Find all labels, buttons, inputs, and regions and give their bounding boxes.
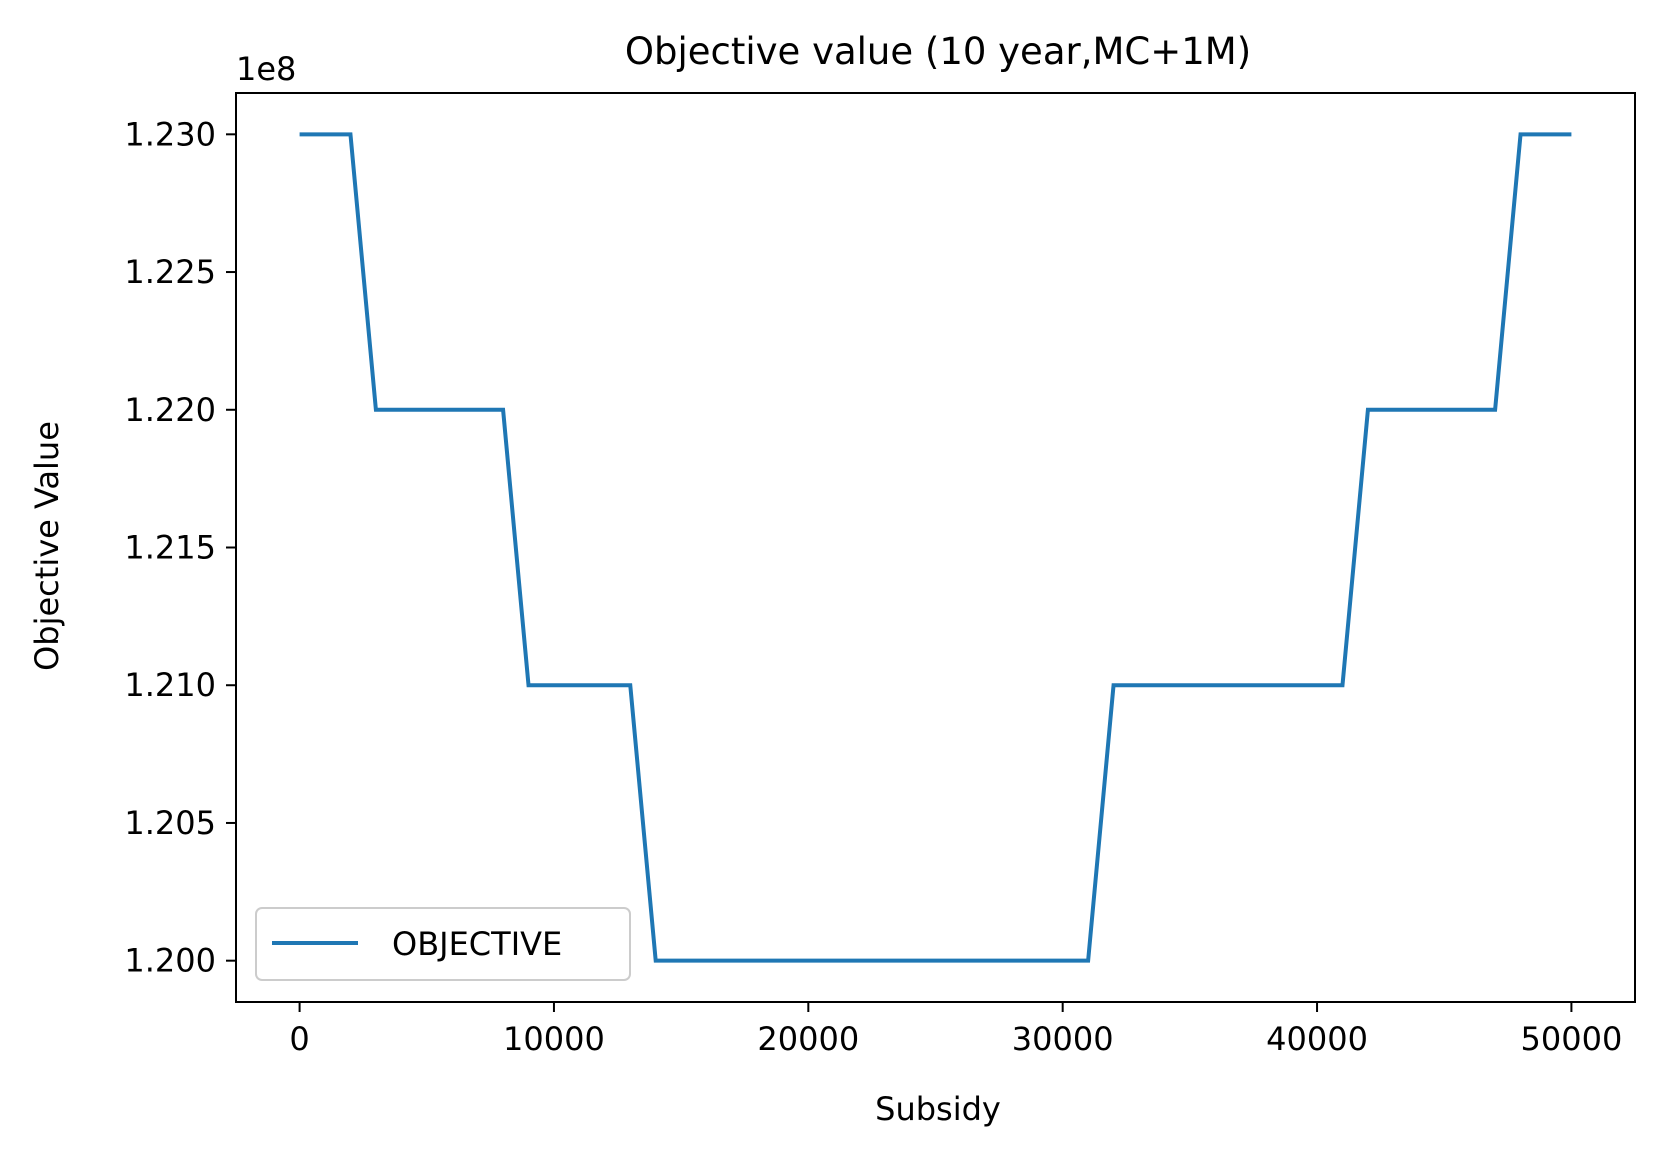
series-layer: [299, 132, 1572, 963]
x-tick-label: 0: [289, 1020, 309, 1058]
y-tick-label: 1.220: [124, 391, 216, 429]
legend-label-objective: OBJECTIVE: [392, 925, 562, 963]
x-tick-label: 20000: [757, 1020, 859, 1058]
y-axis-label: Objective Value: [28, 421, 66, 671]
x-tick-label: 50000: [1521, 1020, 1623, 1058]
x-tick-label: 40000: [1266, 1020, 1368, 1058]
y-axis-ticks: 1.200 1.205 1.210 1.215 1.220 1.225 1.230: [124, 115, 236, 980]
chart-title: Objective value (10 year,MC+1M): [625, 30, 1251, 73]
y-tick-label: 1.205: [124, 804, 216, 842]
legend-box: [255, 907, 631, 981]
x-tick-label: 30000: [1012, 1020, 1114, 1058]
y-tick-label: 1.210: [124, 666, 216, 704]
x-axis-label: Subsidy: [875, 1090, 1001, 1128]
y-tick-label: 1.230: [124, 115, 216, 153]
series-line-objective: [299, 132, 1572, 963]
x-axis-ticks: 0 10000 20000 30000 40000 50000: [289, 1002, 1622, 1058]
y-tick-label: 1.215: [124, 529, 216, 567]
y-tick-label: 1.225: [124, 253, 216, 291]
x-tick-label: 10000: [503, 1020, 605, 1058]
y-axis-offset-label: 1e8: [236, 50, 296, 88]
plot-frame: [235, 92, 1636, 1003]
y-tick-label: 1.200: [124, 942, 216, 980]
legend: OBJECTIVE: [255, 907, 631, 981]
